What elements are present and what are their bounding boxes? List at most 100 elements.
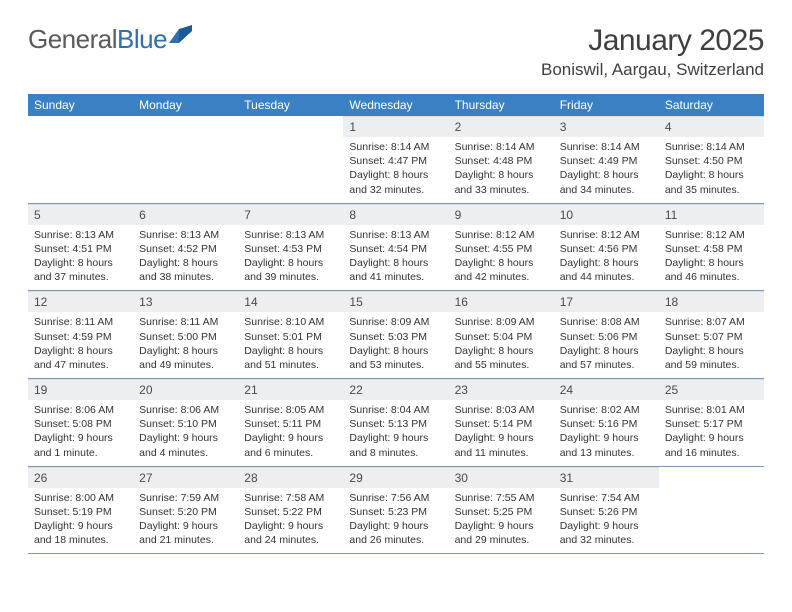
day-cell: 2Sunrise: 8:14 AMSunset: 4:48 PMDaylight… bbox=[449, 116, 554, 203]
day-cell: 26Sunrise: 8:00 AMSunset: 5:19 PMDayligh… bbox=[28, 467, 133, 554]
day-cell: 11Sunrise: 8:12 AMSunset: 4:58 PMDayligh… bbox=[659, 204, 764, 291]
day-info: Sunrise: 8:08 AMSunset: 5:06 PMDaylight:… bbox=[554, 312, 659, 378]
daylight-text: Daylight: 8 hours and 53 minutes. bbox=[349, 344, 442, 372]
sunrise-text: Sunrise: 8:02 AM bbox=[560, 403, 653, 417]
sunrise-text: Sunrise: 8:11 AM bbox=[34, 315, 127, 329]
day-number: 3 bbox=[554, 116, 659, 137]
day-info: Sunrise: 8:00 AMSunset: 5:19 PMDaylight:… bbox=[28, 488, 133, 554]
daylight-text: Daylight: 8 hours and 49 minutes. bbox=[139, 344, 232, 372]
sunrise-text: Sunrise: 8:11 AM bbox=[139, 315, 232, 329]
daylight-text: Daylight: 8 hours and 39 minutes. bbox=[244, 256, 337, 284]
day-info: Sunrise: 8:14 AMSunset: 4:50 PMDaylight:… bbox=[659, 137, 764, 203]
day-cell: 7Sunrise: 8:13 AMSunset: 4:53 PMDaylight… bbox=[238, 204, 343, 291]
sunrise-text: Sunrise: 8:14 AM bbox=[560, 140, 653, 154]
day-number: 30 bbox=[449, 467, 554, 488]
day-number: 20 bbox=[133, 379, 238, 400]
daylight-text: Daylight: 9 hours and 6 minutes. bbox=[244, 431, 337, 459]
day-info: Sunrise: 8:01 AMSunset: 5:17 PMDaylight:… bbox=[659, 400, 764, 466]
weekday-col: Monday bbox=[133, 94, 238, 116]
sunset-text: Sunset: 5:17 PM bbox=[665, 417, 758, 431]
day-cell bbox=[28, 116, 133, 203]
daylight-text: Daylight: 8 hours and 41 minutes. bbox=[349, 256, 442, 284]
sunset-text: Sunset: 4:53 PM bbox=[244, 242, 337, 256]
sunset-text: Sunset: 5:23 PM bbox=[349, 505, 442, 519]
daylight-text: Daylight: 9 hours and 26 minutes. bbox=[349, 519, 442, 547]
weekday-header: SundayMondayTuesdayWednesdayThursdayFrid… bbox=[28, 94, 764, 116]
daylight-text: Daylight: 8 hours and 59 minutes. bbox=[665, 344, 758, 372]
day-number: 22 bbox=[343, 379, 448, 400]
sunset-text: Sunset: 5:11 PM bbox=[244, 417, 337, 431]
week-row: 26Sunrise: 8:00 AMSunset: 5:19 PMDayligh… bbox=[28, 467, 764, 555]
sunset-text: Sunset: 4:52 PM bbox=[139, 242, 232, 256]
day-info: Sunrise: 8:14 AMSunset: 4:49 PMDaylight:… bbox=[554, 137, 659, 203]
day-cell: 3Sunrise: 8:14 AMSunset: 4:49 PMDaylight… bbox=[554, 116, 659, 203]
sunset-text: Sunset: 5:26 PM bbox=[560, 505, 653, 519]
week-row: 5Sunrise: 8:13 AMSunset: 4:51 PMDaylight… bbox=[28, 204, 764, 292]
day-number: 8 bbox=[343, 204, 448, 225]
sunset-text: Sunset: 4:59 PM bbox=[34, 330, 127, 344]
sunrise-text: Sunrise: 8:04 AM bbox=[349, 403, 442, 417]
day-info: Sunrise: 8:09 AMSunset: 5:04 PMDaylight:… bbox=[449, 312, 554, 378]
day-cell: 19Sunrise: 8:06 AMSunset: 5:08 PMDayligh… bbox=[28, 379, 133, 466]
sunset-text: Sunset: 4:58 PM bbox=[665, 242, 758, 256]
calendar: SundayMondayTuesdayWednesdayThursdayFrid… bbox=[28, 94, 764, 554]
day-info: Sunrise: 8:13 AMSunset: 4:53 PMDaylight:… bbox=[238, 225, 343, 291]
sunrise-text: Sunrise: 8:13 AM bbox=[244, 228, 337, 242]
daylight-text: Daylight: 9 hours and 1 minute. bbox=[34, 431, 127, 459]
logo-text-part2: Blue bbox=[117, 24, 167, 55]
day-cell: 18Sunrise: 8:07 AMSunset: 5:07 PMDayligh… bbox=[659, 291, 764, 378]
daylight-text: Daylight: 8 hours and 55 minutes. bbox=[455, 344, 548, 372]
sunrise-text: Sunrise: 8:00 AM bbox=[34, 491, 127, 505]
day-info: Sunrise: 7:55 AMSunset: 5:25 PMDaylight:… bbox=[449, 488, 554, 554]
day-number: 17 bbox=[554, 291, 659, 312]
day-cell: 23Sunrise: 8:03 AMSunset: 5:14 PMDayligh… bbox=[449, 379, 554, 466]
day-number: 1 bbox=[343, 116, 448, 137]
day-cell: 9Sunrise: 8:12 AMSunset: 4:55 PMDaylight… bbox=[449, 204, 554, 291]
day-number: 5 bbox=[28, 204, 133, 225]
day-cell: 8Sunrise: 8:13 AMSunset: 4:54 PMDaylight… bbox=[343, 204, 448, 291]
daylight-text: Daylight: 8 hours and 44 minutes. bbox=[560, 256, 653, 284]
sunrise-text: Sunrise: 8:09 AM bbox=[455, 315, 548, 329]
location: Boniswil, Aargau, Switzerland bbox=[541, 60, 764, 80]
sunrise-text: Sunrise: 8:13 AM bbox=[34, 228, 127, 242]
day-info: Sunrise: 8:09 AMSunset: 5:03 PMDaylight:… bbox=[343, 312, 448, 378]
sunset-text: Sunset: 5:16 PM bbox=[560, 417, 653, 431]
day-info: Sunrise: 8:13 AMSunset: 4:52 PMDaylight:… bbox=[133, 225, 238, 291]
sunset-text: Sunset: 5:22 PM bbox=[244, 505, 337, 519]
day-info: Sunrise: 8:14 AMSunset: 4:47 PMDaylight:… bbox=[343, 137, 448, 203]
day-number: 4 bbox=[659, 116, 764, 137]
daylight-text: Daylight: 9 hours and 16 minutes. bbox=[665, 431, 758, 459]
weeks-container: 1Sunrise: 8:14 AMSunset: 4:47 PMDaylight… bbox=[28, 116, 764, 554]
sunrise-text: Sunrise: 7:56 AM bbox=[349, 491, 442, 505]
day-number: 13 bbox=[133, 291, 238, 312]
sunrise-text: Sunrise: 8:13 AM bbox=[349, 228, 442, 242]
daylight-text: Daylight: 8 hours and 46 minutes. bbox=[665, 256, 758, 284]
sunset-text: Sunset: 4:51 PM bbox=[34, 242, 127, 256]
day-number: 31 bbox=[554, 467, 659, 488]
day-cell: 22Sunrise: 8:04 AMSunset: 5:13 PMDayligh… bbox=[343, 379, 448, 466]
day-info: Sunrise: 8:12 AMSunset: 4:55 PMDaylight:… bbox=[449, 225, 554, 291]
sunrise-text: Sunrise: 8:09 AM bbox=[349, 315, 442, 329]
sunrise-text: Sunrise: 8:12 AM bbox=[455, 228, 548, 242]
day-cell: 14Sunrise: 8:10 AMSunset: 5:01 PMDayligh… bbox=[238, 291, 343, 378]
day-cell bbox=[659, 467, 764, 554]
sunrise-text: Sunrise: 8:07 AM bbox=[665, 315, 758, 329]
sunset-text: Sunset: 4:50 PM bbox=[665, 154, 758, 168]
day-number: 10 bbox=[554, 204, 659, 225]
week-row: 1Sunrise: 8:14 AMSunset: 4:47 PMDaylight… bbox=[28, 116, 764, 204]
day-info: Sunrise: 8:11 AMSunset: 4:59 PMDaylight:… bbox=[28, 312, 133, 378]
day-info: Sunrise: 7:54 AMSunset: 5:26 PMDaylight:… bbox=[554, 488, 659, 554]
day-cell: 16Sunrise: 8:09 AMSunset: 5:04 PMDayligh… bbox=[449, 291, 554, 378]
sunset-text: Sunset: 5:04 PM bbox=[455, 330, 548, 344]
sunrise-text: Sunrise: 8:10 AM bbox=[244, 315, 337, 329]
daylight-text: Daylight: 9 hours and 21 minutes. bbox=[139, 519, 232, 547]
day-info: Sunrise: 8:12 AMSunset: 4:56 PMDaylight:… bbox=[554, 225, 659, 291]
sunset-text: Sunset: 5:07 PM bbox=[665, 330, 758, 344]
daylight-text: Daylight: 9 hours and 11 minutes. bbox=[455, 431, 548, 459]
day-cell: 6Sunrise: 8:13 AMSunset: 4:52 PMDaylight… bbox=[133, 204, 238, 291]
daylight-text: Daylight: 9 hours and 24 minutes. bbox=[244, 519, 337, 547]
page-header: GeneralBlue January 2025 Boniswil, Aarga… bbox=[28, 24, 764, 80]
day-cell: 5Sunrise: 8:13 AMSunset: 4:51 PMDaylight… bbox=[28, 204, 133, 291]
daylight-text: Daylight: 9 hours and 4 minutes. bbox=[139, 431, 232, 459]
daylight-text: Daylight: 9 hours and 8 minutes. bbox=[349, 431, 442, 459]
